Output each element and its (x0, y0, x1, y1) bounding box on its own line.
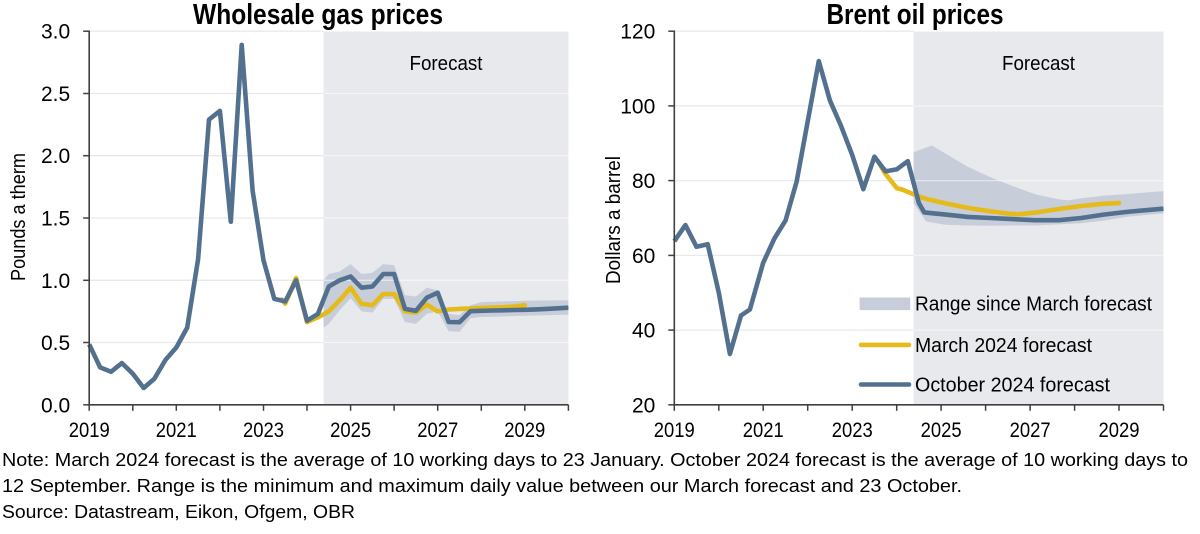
svg-text:20: 20 (632, 394, 655, 417)
svg-text:2029: 2029 (504, 419, 545, 442)
svg-text:2027: 2027 (1010, 419, 1051, 442)
svg-text:1.5: 1.5 (41, 208, 70, 231)
svg-text:2019: 2019 (654, 419, 695, 442)
svg-text:60: 60 (632, 245, 655, 268)
svg-text:2021: 2021 (743, 419, 784, 442)
svg-text:Note: March 2024 forecast is t: Note: March 2024 forecast is the average… (2, 450, 1188, 470)
svg-text:120: 120 (620, 21, 655, 44)
svg-text:3.0: 3.0 (41, 21, 70, 44)
svg-text:2027: 2027 (417, 419, 458, 442)
svg-text:Pounds a therm: Pounds a therm (8, 153, 30, 281)
svg-text:0.5: 0.5 (41, 332, 70, 355)
svg-text:0.0: 0.0 (41, 394, 70, 417)
svg-text:80: 80 (632, 170, 655, 193)
svg-text:12 September. Range is the min: 12 September. Range is the minimum and m… (2, 476, 962, 496)
svg-text:2.0: 2.0 (41, 145, 70, 168)
svg-text:2023: 2023 (832, 419, 873, 442)
svg-text:Wholesale gas prices: Wholesale gas prices (193, 0, 443, 31)
svg-text:2019: 2019 (69, 419, 110, 442)
svg-text:40: 40 (632, 320, 655, 343)
svg-text:October 2024 forecast: October 2024 forecast (915, 375, 1110, 397)
svg-text:Forecast: Forecast (410, 53, 483, 75)
svg-text:March 2024 forecast: March 2024 forecast (915, 335, 1092, 357)
svg-text:2021: 2021 (156, 419, 197, 442)
svg-text:2029: 2029 (1099, 419, 1140, 442)
svg-text:100: 100 (620, 95, 655, 118)
svg-text:Forecast: Forecast (1002, 53, 1075, 75)
svg-text:Dollars a barrel: Dollars a barrel (603, 156, 625, 284)
svg-text:2025: 2025 (921, 419, 962, 442)
svg-text:Brent oil prices: Brent oil prices (827, 0, 1004, 31)
svg-text:Source: Datastream, Eikon, Ofg: Source: Datastream, Eikon, Ofgem, OBR (2, 502, 355, 522)
svg-text:2023: 2023 (243, 419, 284, 442)
svg-text:Range since March forecast: Range since March forecast (915, 294, 1152, 316)
svg-text:2025: 2025 (330, 419, 371, 442)
svg-text:2.5: 2.5 (41, 83, 70, 106)
svg-text:1.0: 1.0 (41, 270, 70, 293)
